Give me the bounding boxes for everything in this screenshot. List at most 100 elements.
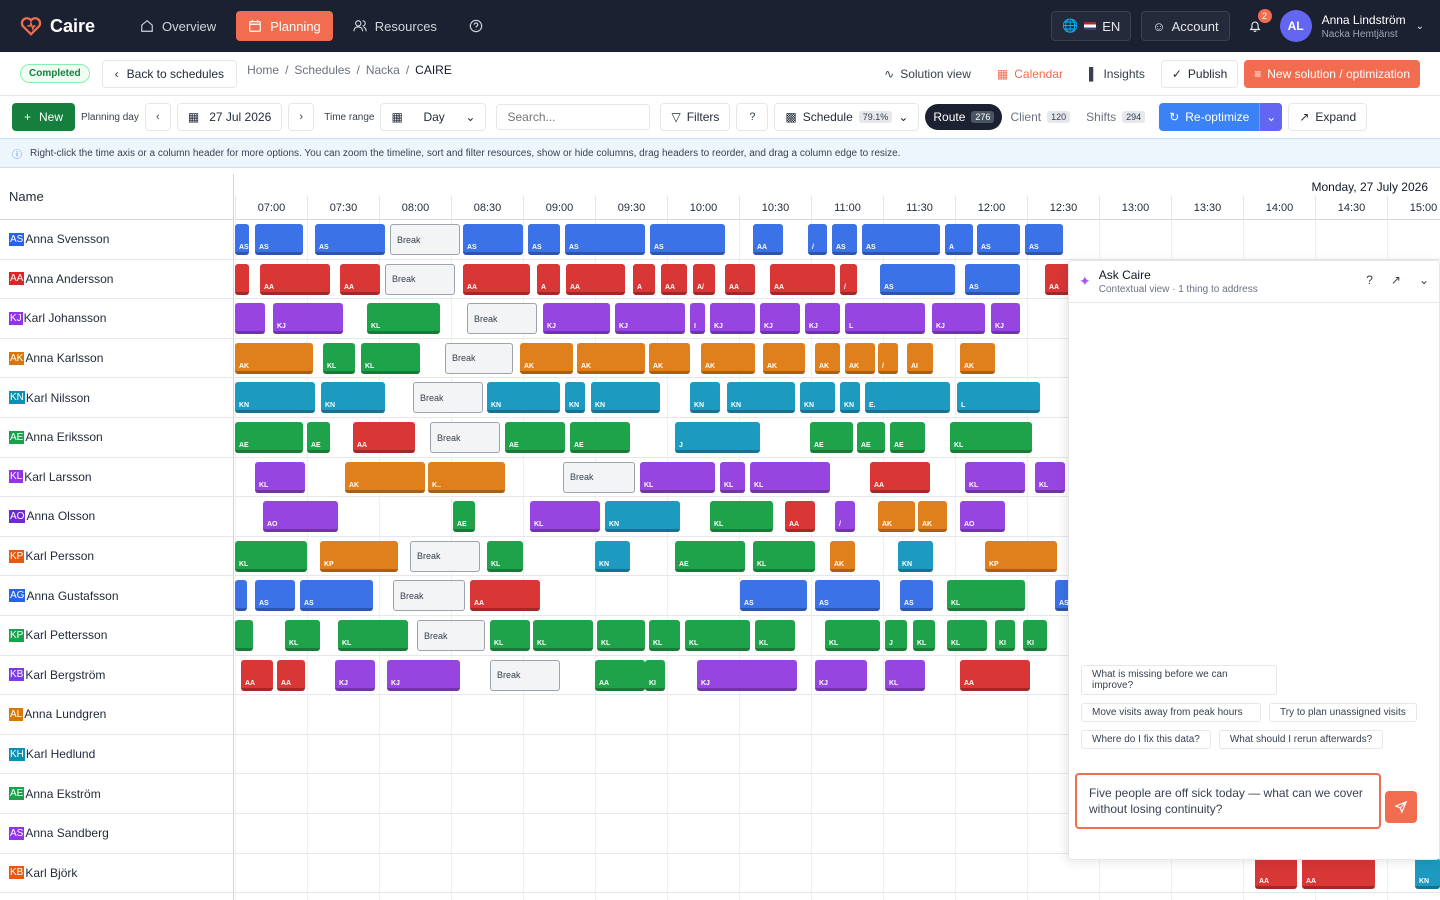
- timeline[interactable]: Monday, 27 July 2026 07:00 07:30 08:00 08:3…: [235, 174, 1440, 900]
- visit-block[interactable]: AO: [960, 501, 1005, 533]
- visit-block[interactable]: KL: [597, 620, 645, 651]
- visit-block[interactable]: KN: [800, 382, 835, 414]
- logo[interactable]: Caire: [20, 15, 120, 37]
- insights-button[interactable]: ▌ Insights: [1079, 60, 1155, 88]
- visit-block[interactable]: KJ: [815, 659, 867, 691]
- visit-block[interactable]: KJ: [760, 303, 800, 335]
- visit-block[interactable]: KL: [490, 620, 530, 651]
- resource-row[interactable]: AS Anna Svensson: [0, 220, 233, 260]
- breadcrumb-schedules[interactable]: Schedules: [294, 62, 351, 77]
- visit-block[interactable]: KL: [825, 620, 880, 651]
- visit-block[interactable]: /: [878, 342, 898, 374]
- visit-block[interactable]: [235, 263, 249, 295]
- visit-block[interactable]: AE: [890, 422, 925, 453]
- time-axis[interactable]: 07:00 07:30 08:00 08:30 09:00 09:30 10:00 10:30…: [235, 196, 1440, 220]
- visit-block[interactable]: J: [885, 620, 907, 651]
- visit-block[interactable]: KN: [840, 382, 860, 414]
- chat-input[interactable]: Five people are off sick today — what ca…: [1075, 773, 1381, 829]
- visit-block[interactable]: AK: [520, 342, 573, 374]
- visit-block[interactable]: KN: [321, 382, 385, 414]
- break-block[interactable]: Break: [563, 461, 635, 493]
- resource-row[interactable]: KN Karl Nilsson: [0, 378, 233, 418]
- visit-block[interactable]: AA: [870, 461, 930, 493]
- visit-block[interactable]: AA: [595, 659, 645, 691]
- solution-view-button[interactable]: ∿ Solution view: [874, 60, 981, 88]
- new-button[interactable]: + New: [12, 103, 76, 131]
- visit-block[interactable]: KL: [530, 501, 600, 533]
- visit-block[interactable]: AS: [315, 224, 385, 255]
- break-block[interactable]: Break: [417, 620, 485, 651]
- visit-block[interactable]: A: [945, 224, 973, 255]
- visit-block[interactable]: AA: [661, 263, 687, 295]
- visit-block[interactable]: AS: [463, 224, 523, 255]
- visit-block[interactable]: AK: [345, 461, 425, 493]
- visit-block[interactable]: AA: [277, 659, 305, 691]
- resource-row[interactable]: AS Anna Sandberg: [0, 814, 233, 854]
- visit-block[interactable]: AS: [900, 580, 933, 612]
- visit-block[interactable]: AE: [307, 422, 330, 453]
- visit-block[interactable]: KL: [533, 620, 593, 651]
- break-block[interactable]: Break: [410, 540, 480, 572]
- visit-block[interactable]: KL: [755, 620, 795, 651]
- visit-block[interactable]: AA: [753, 224, 783, 255]
- visit-block[interactable]: AA: [960, 659, 1030, 691]
- visit-block[interactable]: AS: [300, 580, 373, 612]
- resource-row[interactable]: AO Anna Olsson: [0, 497, 233, 537]
- send-button[interactable]: [1385, 791, 1417, 823]
- visit-block[interactable]: AA: [260, 263, 330, 295]
- breadcrumb-home[interactable]: Home: [247, 62, 280, 77]
- visit-block[interactable]: J: [675, 422, 760, 453]
- visit-block[interactable]: KL: [947, 620, 987, 651]
- visit-block[interactable]: AK: [815, 342, 840, 374]
- visit-block[interactable]: KN: [595, 540, 630, 572]
- visit-block[interactable]: KL: [1035, 461, 1065, 493]
- resource-row[interactable]: KL Karl Larsson: [0, 458, 233, 498]
- help-button[interactable]: [457, 11, 495, 41]
- search-input[interactable]: [496, 104, 651, 130]
- calendar-view-button[interactable]: ▦ Calendar: [987, 60, 1073, 88]
- visit-block[interactable]: A/: [693, 263, 715, 295]
- resource-row[interactable]: KP Karl Pettersson: [0, 616, 233, 656]
- visit-block[interactable]: AK: [830, 540, 855, 572]
- visit-block[interactable]: KL: [338, 620, 408, 651]
- visit-block[interactable]: /: [835, 501, 855, 533]
- visit-block[interactable]: KL: [750, 461, 830, 493]
- suggestion-chip[interactable]: Where do I fix this data?: [1081, 730, 1211, 749]
- visit-block[interactable]: KN: [591, 382, 660, 414]
- resource-row[interactable]: AA Anna Andersson: [0, 260, 233, 300]
- visit-block[interactable]: KL: [323, 342, 355, 374]
- visit-block[interactable]: AE: [675, 540, 745, 572]
- visit-block[interactable]: AA: [1255, 857, 1297, 889]
- visit-block[interactable]: KJ: [805, 303, 840, 335]
- visit-block[interactable]: /: [808, 224, 827, 255]
- visit-block[interactable]: KL: [285, 620, 320, 651]
- visit-block[interactable]: AS: [235, 224, 249, 255]
- visit-block[interactable]: KJ: [387, 659, 460, 691]
- suggestion-chip[interactable]: Try to plan unassigned visits: [1269, 703, 1417, 722]
- schedule-button[interactable]: ▩ Schedule 79.1% ⌄: [774, 103, 920, 131]
- visit-block[interactable]: KL: [965, 461, 1025, 493]
- visit-block[interactable]: [235, 303, 265, 335]
- visit-block[interactable]: AA: [1045, 263, 1070, 295]
- visit-block[interactable]: AK: [763, 342, 805, 374]
- resource-row[interactable]: AL Anna Lundgren: [0, 695, 233, 735]
- visit-block[interactable]: KJ: [710, 303, 755, 335]
- visit-block[interactable]: KJ: [991, 303, 1020, 335]
- visit-block[interactable]: AS: [650, 224, 725, 255]
- visit-block[interactable]: AE: [453, 501, 475, 533]
- visit-block[interactable]: KN: [1415, 857, 1440, 889]
- visit-block[interactable]: AK: [649, 342, 690, 374]
- visit-block[interactable]: KI: [995, 620, 1015, 651]
- help-button[interactable]: ?: [736, 103, 769, 131]
- visit-block[interactable]: AS: [740, 580, 807, 612]
- visit-block[interactable]: /: [840, 263, 857, 295]
- prev-day-button[interactable]: ‹: [144, 103, 171, 131]
- visit-block[interactable]: I: [690, 303, 705, 335]
- visit-block[interactable]: AS: [965, 263, 1020, 295]
- breadcrumb-nacka[interactable]: Nacka: [365, 62, 400, 77]
- account-button[interactable]: ☺ Account: [1141, 11, 1230, 41]
- expand-icon[interactable]: ↗: [1390, 273, 1401, 287]
- visit-block[interactable]: KN: [690, 382, 720, 414]
- nav-overview[interactable]: Overview: [128, 11, 228, 41]
- visit-block[interactable]: L: [957, 382, 1040, 414]
